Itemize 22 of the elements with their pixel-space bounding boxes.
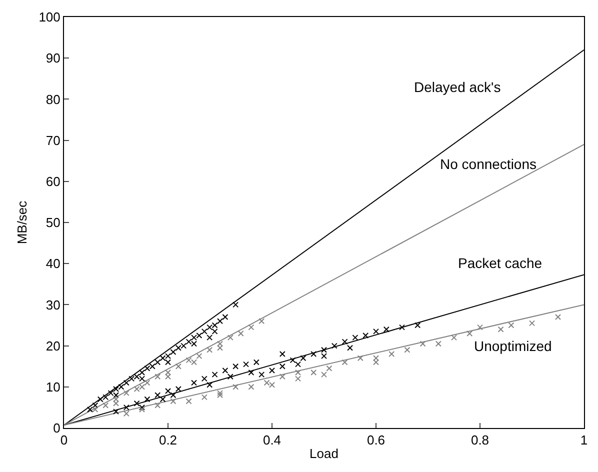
x-tick-label: 0.4 [262,432,282,448]
series-label: Delayed ack's [414,79,501,95]
x-tick-label: 1 [580,432,588,448]
y-tick-label: 50 [46,215,60,230]
y-tick-label: 70 [46,132,60,148]
y-tick-label: 20 [46,338,60,354]
x-tick-label: 0.8 [470,432,490,448]
y-axis-title: MB/sec [14,200,30,244]
y-tick-label: 90 [46,50,60,66]
y-tick-label: 80 [46,92,60,107]
y-tick-label: 40 [46,256,60,272]
series-label: Packet cache [458,255,542,271]
series-label: No connections [440,156,537,172]
series-label: Unoptimized [474,338,552,354]
x-tick-label: 0.2 [158,432,178,448]
y-tick-label: 100 [38,10,60,25]
y-tick-label: 30 [46,297,60,312]
y-tick-label: 0 [53,420,60,436]
x-tick-label: 0.6 [366,432,386,448]
y-tick-label: 10 [46,379,60,394]
y-tick-label: 60 [46,174,60,189]
x-axis-title: Load [310,446,338,462]
